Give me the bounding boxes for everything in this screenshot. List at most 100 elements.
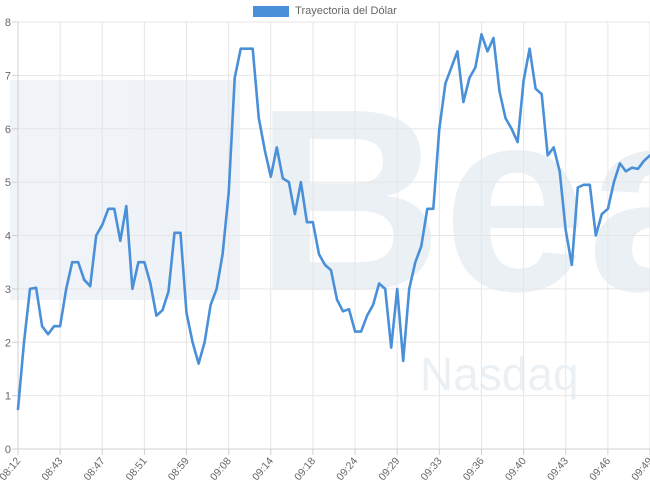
- data-point: [558, 170, 561, 173]
- x-tick-label: 09:49: [629, 455, 650, 483]
- x-tick-label: 09:14: [250, 455, 276, 483]
- data-point: [215, 288, 218, 290]
- data-point: [372, 304, 374, 306]
- x-tick-label: 09:18: [292, 455, 318, 483]
- data-point: [77, 261, 79, 264]
- x-axis: 08:12 08:43 08:47 08:51 08:59 09:08 09:14 09:18…: [0, 448, 650, 483]
- data-point: [324, 264, 326, 266]
- data-point: [227, 192, 230, 194]
- data-point: [348, 308, 350, 311]
- watermark-logo: Bea Nasdaq: [10, 56, 650, 400]
- data-point: [318, 253, 320, 255]
- data-point: [384, 288, 387, 290]
- x-tick-label: 08:43: [39, 455, 65, 483]
- data-point: [462, 101, 465, 103]
- data-point: [577, 186, 579, 189]
- data-point: [546, 154, 549, 157]
- data-point: [89, 285, 91, 288]
- data-point: [161, 309, 164, 312]
- data-point: [528, 47, 531, 50]
- x-tick-label: 09:33: [419, 455, 445, 483]
- data-point: [203, 341, 206, 344]
- data-point: [17, 408, 19, 410]
- data-point: [444, 82, 447, 85]
- data-point: [396, 288, 399, 290]
- data-point: [71, 261, 73, 264]
- data-point: [540, 93, 543, 95]
- x-tick-label: 08:47: [81, 455, 107, 483]
- data-point: [251, 47, 254, 50]
- data-point: [149, 282, 152, 285]
- legend[interactable]: Trayectoria del Dólar: [0, 3, 650, 19]
- data-point: [41, 325, 43, 328]
- data-point: [492, 37, 495, 39]
- data-point: [390, 346, 393, 349]
- data-point: [258, 117, 260, 119]
- data-point: [294, 213, 296, 215]
- data-point: [426, 208, 429, 210]
- data-point: [221, 253, 224, 255]
- data-point: [408, 288, 411, 290]
- y-tick-label: 0: [5, 444, 11, 456]
- data-point: [438, 128, 441, 130]
- data-point: [360, 330, 362, 333]
- data-point: [179, 232, 182, 234]
- data-point: [336, 298, 338, 301]
- data-point: [113, 208, 116, 210]
- data-point: [101, 224, 104, 226]
- legend-label: Trayectoria del Dólar: [295, 5, 397, 17]
- data-point: [276, 146, 278, 149]
- data-point: [131, 288, 134, 290]
- data-point: [414, 261, 417, 264]
- data-point: [245, 47, 248, 50]
- x-tick-label: 09:40: [503, 455, 529, 483]
- y-tick-label: 5: [5, 177, 11, 189]
- x-tick-label: 09:29: [376, 455, 402, 483]
- data-point: [631, 166, 633, 169]
- data-point: [420, 245, 423, 247]
- data-point: [450, 66, 453, 69]
- data-point: [233, 77, 236, 79]
- data-point: [402, 360, 405, 362]
- data-point: [83, 279, 85, 281]
- data-point: [571, 264, 573, 266]
- data-point: [486, 50, 489, 53]
- data-point: [95, 234, 97, 237]
- data-point: [197, 362, 200, 365]
- y-axis: 0 1 2 3 4 5 6 7 8: [5, 17, 19, 456]
- data-point: [59, 325, 61, 328]
- x-tick-label: 09:08: [208, 455, 234, 483]
- data-point: [589, 184, 591, 186]
- data-point: [474, 66, 477, 69]
- data-point: [125, 205, 128, 207]
- data-point: [137, 261, 140, 264]
- data-point: [300, 181, 302, 183]
- x-tick-label: 08:59: [166, 455, 192, 483]
- data-point: [167, 290, 170, 293]
- data-point: [107, 208, 110, 210]
- data-point: [522, 79, 525, 82]
- data-point: [601, 213, 603, 215]
- data-point: [155, 314, 158, 317]
- x-tick-label: 08:12: [0, 455, 23, 483]
- y-tick-label: 4: [5, 231, 11, 243]
- watermark-word: Bea: [255, 56, 650, 346]
- data-point: [239, 47, 242, 50]
- data-point: [288, 181, 290, 183]
- data-point: [595, 234, 597, 237]
- series-line: [16, 32, 650, 411]
- y-tick-label: 2: [5, 337, 11, 349]
- data-point: [354, 330, 356, 333]
- data-point: [564, 229, 567, 231]
- legend-swatch: [253, 5, 290, 17]
- x-tick-label: 09:36: [461, 455, 487, 483]
- x-tick-label: 09:43: [545, 455, 571, 483]
- x-tick-label: 09:46: [587, 455, 613, 483]
- data-point: [35, 287, 37, 289]
- data-point: [312, 221, 314, 223]
- data-point: [119, 240, 122, 242]
- data-point: [342, 310, 344, 313]
- data-point: [504, 117, 507, 119]
